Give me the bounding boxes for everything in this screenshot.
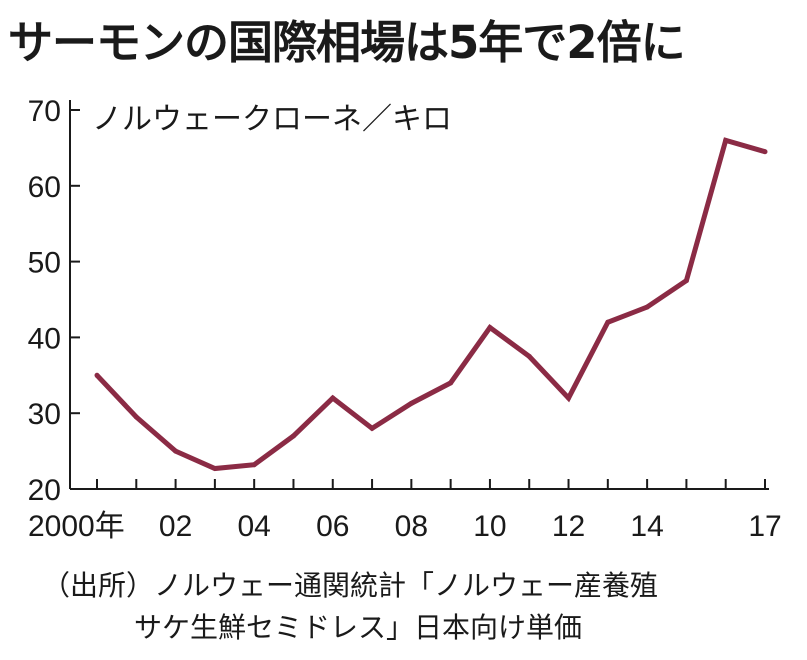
x-tick-label: 02 xyxy=(159,510,192,543)
data-point xyxy=(173,448,179,454)
data-point xyxy=(251,462,257,468)
chart-title: サーモンの国際相場は5年で2倍に xyxy=(8,16,686,69)
data-point xyxy=(408,400,414,406)
x-tick-label: 2000年 xyxy=(28,510,125,543)
data-point xyxy=(212,466,218,472)
x-tick-label: 06 xyxy=(316,510,349,543)
x-tick-label: 08 xyxy=(395,510,428,543)
x-tick-label: 14 xyxy=(630,510,663,543)
data-point xyxy=(566,395,572,401)
series-group xyxy=(94,137,768,472)
data-point xyxy=(94,372,100,378)
y-tick-label: 70 xyxy=(28,95,61,128)
data-point xyxy=(526,353,532,359)
x-tick-label: 04 xyxy=(237,510,270,543)
data-point xyxy=(448,380,454,386)
y-tick-label: 50 xyxy=(28,247,61,280)
data-point xyxy=(133,414,139,420)
data-point xyxy=(369,425,375,431)
data-point xyxy=(605,319,611,325)
data-point xyxy=(644,304,650,310)
data-point xyxy=(330,395,336,401)
series-line xyxy=(95,137,766,472)
x-axis-ticks: 2000年 02 04 06 08 10 12 14 17 xyxy=(28,479,782,543)
x-tick-label: 17 xyxy=(748,510,781,543)
source-line-1: （出所）ノルウェー通関統計「ノルウェー産養殖 xyxy=(42,569,659,602)
source-note: （出所）ノルウェー通関統計「ノルウェー産養殖 サケ生鮮セミドレス」日本向け単価 xyxy=(42,565,658,649)
data-point xyxy=(487,325,493,331)
x-tick-label: 12 xyxy=(552,510,585,543)
data-point xyxy=(290,433,296,439)
data-point xyxy=(762,149,768,155)
y-axis-unit-label: ノルウェークローネ／キロ xyxy=(92,102,452,137)
data-point xyxy=(723,137,729,143)
y-tick-label: 20 xyxy=(28,474,61,507)
y-tick-label: 30 xyxy=(28,398,61,431)
y-tick-label: 60 xyxy=(28,171,61,204)
x-tick-label: 10 xyxy=(473,510,506,543)
line-chart: 20 30 40 50 60 70 2000年 02 04 06 08 10 12 14 17 xyxy=(28,95,782,543)
y-axis-ticks: 20 30 40 50 60 70 xyxy=(28,95,80,507)
y-tick-label: 40 xyxy=(28,322,61,355)
data-point xyxy=(683,278,689,284)
source-line-2: サケ生鮮セミドレス」日本向け単価 xyxy=(134,611,583,644)
